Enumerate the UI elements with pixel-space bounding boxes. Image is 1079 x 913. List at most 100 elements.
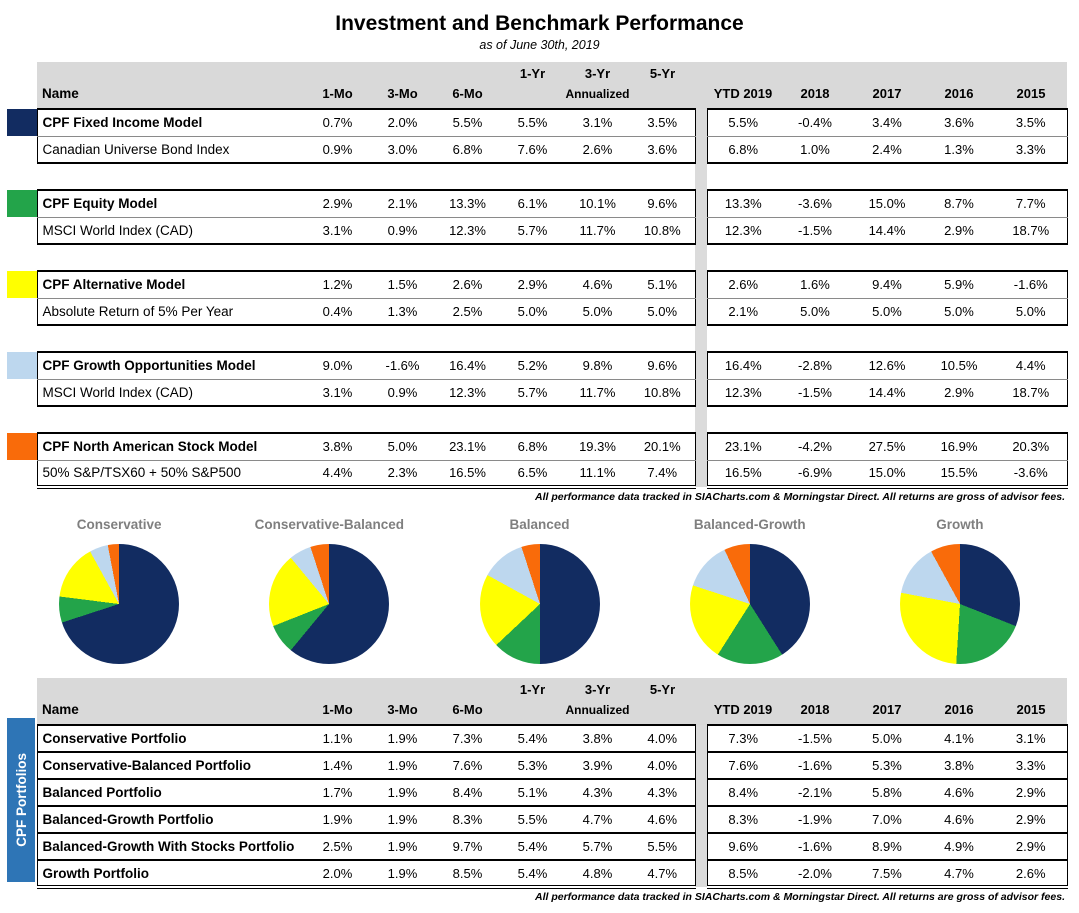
value-cell: 7.5% [851, 859, 923, 889]
pie-title: Conservative [76, 517, 162, 532]
value-cell: 5.5% [500, 805, 565, 833]
value-cell: 12.3% [435, 217, 500, 245]
value-cell: 2.0% [305, 859, 370, 889]
value-cell: 4.7% [923, 859, 995, 889]
value-cell: 0.9% [370, 217, 435, 245]
value-cell: 1.6% [779, 270, 851, 299]
gutter-header [7, 62, 37, 109]
value-cell: 1.9% [370, 805, 435, 833]
value-cell: 9.4% [851, 270, 923, 299]
pie-chart-conservative-balanced [269, 544, 390, 664]
pie-chart-balanced [479, 544, 600, 664]
allocation-pies: Conservative Conservative-Balanced Balan… [14, 517, 1065, 664]
value-cell: 11.1% [565, 460, 630, 489]
table-row: Balanced-Growth With Stocks Portfolio 2.5… [7, 832, 1068, 860]
value-cell: -2.0% [779, 859, 851, 889]
value-cell: 12.3% [435, 379, 500, 407]
value-cell: 3.6% [630, 136, 696, 164]
column-divider [695, 271, 707, 298]
col-header-5yr: 5-Yr [630, 678, 695, 725]
value-cell: 23.1% [706, 432, 779, 461]
row-name: MSCI World Index (CAD) [36, 379, 305, 407]
value-cell: 20.3% [995, 432, 1068, 461]
row-name: Balanced-Growth Portfolio [36, 805, 305, 833]
column-divider [695, 779, 707, 806]
value-cell: 9.8% [565, 351, 630, 380]
value-cell: 7.0% [851, 805, 923, 833]
gap-cell [37, 406, 695, 433]
annualized-label: Annualized [565, 87, 630, 101]
column-divider [695, 752, 707, 779]
value-cell: 5.7% [500, 379, 565, 407]
gap-cell [7, 244, 37, 271]
value-cell: 4.9% [923, 832, 995, 860]
value-cell: 3.0% [370, 136, 435, 164]
value-cell: 5.0% [500, 298, 565, 326]
value-cell: 4.0% [630, 724, 696, 752]
models-table: Name 1-Mo 3-Mo 6-Mo 1-Yr 3-Yr Annualized … [7, 62, 1068, 489]
value-cell: 9.7% [435, 832, 500, 860]
value-cell: -0.4% [779, 108, 851, 137]
col-header-2015: 2015 [995, 678, 1067, 725]
value-cell: 9.6% [630, 351, 696, 380]
value-cell: 10.1% [565, 189, 630, 218]
column-divider [695, 806, 707, 833]
value-cell: 1.4% [305, 751, 370, 779]
column-divider [695, 298, 707, 325]
col-header-3yr-label: 3-Yr [584, 66, 611, 81]
value-cell: 7.3% [706, 724, 779, 752]
model-color-swatch [7, 190, 37, 217]
col-header-2017: 2017 [851, 678, 923, 725]
value-cell: 3.6% [923, 108, 995, 137]
row-name: MSCI World Index (CAD) [36, 217, 305, 245]
table-row: Growth Portfolio 2.0% 1.9% 8.5% 5.4% 4.8% 4.7%… [7, 859, 1068, 889]
value-cell: 1.5% [370, 270, 435, 299]
value-cell: 5.0% [630, 298, 696, 326]
value-cell: 1.9% [370, 724, 435, 752]
value-cell: 8.9% [851, 832, 923, 860]
column-divider [695, 244, 707, 271]
value-cell: 4.1% [923, 724, 995, 752]
model-color-swatch [7, 298, 37, 325]
value-cell: 5.0% [565, 298, 630, 326]
value-cell: 10.8% [630, 379, 696, 407]
value-cell: 3.5% [995, 108, 1068, 137]
table-row: CPF North American Stock Model 3.8% 5.0% 23… [7, 432, 1068, 461]
value-cell: 6.8% [706, 136, 779, 164]
value-cell: 9.0% [305, 351, 370, 380]
value-cell: 5.4% [500, 832, 565, 860]
value-cell: 7.3% [435, 724, 500, 752]
value-cell: 15.5% [923, 460, 995, 489]
value-cell: 5.0% [851, 298, 923, 326]
col-header-ytd2019: YTD 2019 [707, 678, 779, 725]
gap-cell [37, 244, 695, 271]
model-color-swatch [7, 460, 37, 487]
value-cell: 5.3% [851, 751, 923, 779]
value-cell: 9.6% [706, 832, 779, 860]
value-cell: 15.0% [851, 189, 923, 218]
value-cell: 12.3% [706, 379, 779, 407]
row-name: Conservative-Balanced Portfolio [36, 751, 305, 779]
value-cell: 2.5% [305, 832, 370, 860]
value-cell: 3.9% [565, 751, 630, 779]
column-divider [695, 860, 707, 887]
value-cell: 4.6% [923, 805, 995, 833]
group-gap [7, 325, 1067, 352]
value-cell: 13.3% [435, 189, 500, 218]
value-cell: 1.2% [305, 270, 370, 299]
value-cell: 4.4% [995, 351, 1068, 380]
table-row: CPF Growth Opportunities Model 9.0% -1.6% 1… [7, 351, 1068, 380]
value-cell: 1.9% [370, 832, 435, 860]
value-cell: 2.6% [706, 270, 779, 299]
value-cell: 5.5% [630, 832, 696, 860]
gap-cell [707, 244, 1067, 271]
value-cell: 4.0% [630, 751, 696, 779]
models-table-section: Name 1-Mo 3-Mo 6-Mo 1-Yr 3-Yr Annualized … [7, 62, 1069, 503]
value-cell: -3.6% [995, 460, 1068, 489]
pie-chart-conservative [59, 544, 180, 664]
value-cell: 3.8% [565, 724, 630, 752]
annualized-label: Annualized [565, 703, 630, 717]
value-cell: 1.3% [923, 136, 995, 164]
value-cell: 5.0% [995, 298, 1068, 326]
page-subtitle: as of June 30th, 2019 [479, 38, 600, 52]
